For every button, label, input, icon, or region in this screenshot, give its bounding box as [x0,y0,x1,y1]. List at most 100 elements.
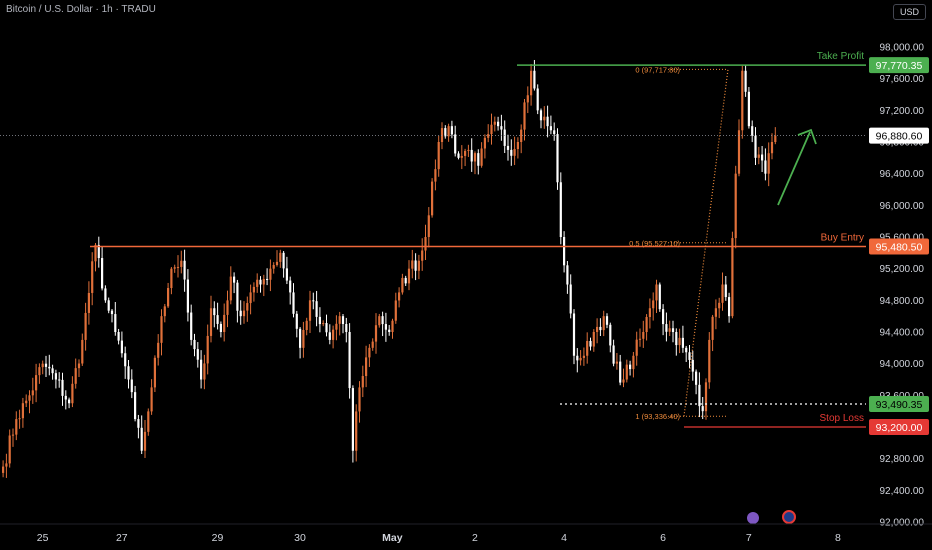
price-tick-label: 96,000.00 [880,201,925,212]
time-axis: 25 27 29 30 May 2 4 6 7 8 [0,523,932,544]
candle-body [338,316,341,324]
candle-body [180,260,183,267]
candle-body [246,303,249,311]
candle-body [203,363,206,380]
candle-body [589,340,592,347]
candle-body [275,261,279,266]
candle-body [160,316,163,343]
candle-body [559,182,562,237]
candle-body [744,70,747,92]
time-tick-label: 6 [660,532,666,544]
candle-body [87,292,90,313]
candle-body [54,373,57,380]
candle-body [493,121,496,125]
candle-body [741,70,744,131]
candle-body [764,160,767,174]
candle-body [233,276,236,283]
candle-body [15,419,18,435]
time-tick-label: 25 [37,532,49,544]
candle-body [464,150,467,156]
candle-body [259,279,262,285]
candle-body [94,244,97,262]
current-price-tag: 96,880.60 [876,131,923,143]
up-arrow-icon [777,131,811,206]
fib-trend-line [683,69,729,417]
trade-overlays: Take Profit Buy Entry Stop Loss 0 (97,717.8… [0,51,866,524]
time-tick-label: 30 [294,532,306,544]
candle-body [21,403,24,419]
candle-body [147,411,150,432]
candle-body [460,155,463,158]
candle-body [104,288,107,301]
candle-body [295,313,298,329]
candle-body [681,337,684,348]
currency-button[interactable]: USD [892,4,926,20]
stop-loss-price-tag: 93,200.00 [876,422,923,434]
candle-body [190,312,193,340]
time-tick-label: 27 [116,532,128,544]
candle-body [642,332,645,339]
candle-body [348,332,351,389]
candle-body [312,300,315,302]
candle-body [137,419,140,428]
candle-body [242,310,246,317]
candle-body [556,134,559,183]
candle-body [91,261,94,293]
buy-entry-label: Buy Entry [821,232,864,243]
candle-body [638,338,642,340]
candle-body [153,357,156,388]
candle-body [536,88,539,111]
candle-body [586,340,589,356]
candle-body [500,126,503,130]
candle-body [117,332,120,341]
candle-body [440,128,444,142]
candle-body [114,314,117,332]
candle-body [754,135,757,158]
candle-body [279,252,282,262]
candle-body [371,341,374,348]
candle-body [289,280,292,293]
candle-body [266,278,269,280]
candle-body [110,310,114,315]
candle-body [209,308,213,336]
candle-body [685,347,688,353]
candle-body [516,142,519,150]
candle-body [523,102,526,130]
candle-body [272,265,275,269]
candle-body [157,342,160,358]
candle-body [5,463,8,467]
candle-body [539,110,543,121]
support-price-tag: 93,490.35 [876,399,923,411]
candle-body [728,297,731,317]
candle-body [173,267,176,269]
take-profit-price-tag-bg [869,57,929,74]
candle-body [216,315,219,324]
candle-body [576,355,579,361]
candle-body [625,364,628,380]
candle-body [592,332,595,347]
candle-body [724,284,727,298]
candle-body [615,361,618,364]
candle-body [200,359,203,380]
candle-body [38,367,41,376]
candle-body [747,91,750,127]
candle-body [658,284,661,310]
candle-body [124,353,127,367]
candle-body [629,364,632,370]
candle-body [569,284,572,314]
candle-body [599,326,602,331]
candle-body [332,329,335,340]
candle-body [668,328,671,332]
candle-body [167,288,170,307]
candle-body [652,300,655,309]
candle-body [421,250,424,261]
candle-body [678,337,681,346]
candle-body [71,383,74,404]
candle-body [31,390,34,396]
time-tick-label: 8 [835,532,841,544]
price-tick-label: 96,400.00 [880,169,925,180]
candle-body [770,142,774,154]
candle-body [48,366,51,369]
up-arrow-head-icon [797,128,817,145]
